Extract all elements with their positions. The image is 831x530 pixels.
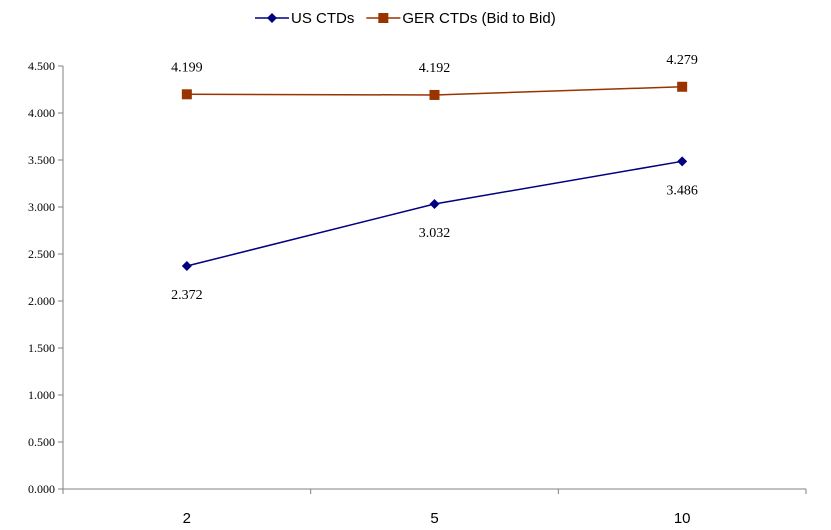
y-tick-label: 1.500 bbox=[28, 341, 55, 355]
legend: US CTDs GER CTDs (Bid to Bid) bbox=[255, 10, 556, 27]
series-layer: 2.372 3.032 3.486 4.199 4.192 4.279 bbox=[171, 53, 698, 303]
legend-marker bbox=[378, 13, 389, 23]
y-tick-label: 1.000 bbox=[28, 388, 55, 402]
data-label: 2.372 bbox=[171, 288, 203, 303]
legend-marker bbox=[267, 13, 277, 23]
series-1: 2.372 3.032 3.486 bbox=[171, 156, 698, 303]
data-point bbox=[677, 81, 688, 92]
y-tick-label: 4.000 bbox=[28, 106, 55, 120]
data-label: 4.192 bbox=[419, 61, 451, 76]
data-point bbox=[181, 89, 192, 100]
legend-label: GER CTDs (Bid to Bid) bbox=[402, 10, 555, 27]
data-label: 4.279 bbox=[666, 53, 698, 68]
legend-item-1: US CTDs bbox=[255, 10, 354, 27]
y-tick-label: 3.500 bbox=[28, 153, 55, 167]
data-label: 4.199 bbox=[171, 60, 203, 75]
x-tick-label: 2 bbox=[183, 510, 191, 527]
data-point bbox=[677, 156, 688, 167]
data-point bbox=[429, 198, 440, 209]
axes: 0.000 0.500 1.000 1.500 2.000 2.500 3.000 3.500… bbox=[28, 59, 807, 527]
series-line bbox=[186, 160, 683, 267]
x-tick-label: 10 bbox=[674, 510, 691, 527]
y-tick-label: 4.500 bbox=[28, 59, 55, 73]
legend-label: US CTDs bbox=[291, 10, 354, 27]
x-tick-label: 5 bbox=[430, 510, 438, 527]
series-2: 4.199 4.192 4.279 bbox=[171, 53, 698, 100]
y-tick-label: 0.500 bbox=[28, 435, 55, 449]
data-label: 3.032 bbox=[419, 226, 451, 241]
legend-item-2: GER CTDs (Bid to Bid) bbox=[366, 10, 556, 27]
data-point bbox=[181, 261, 192, 272]
y-tick-label: 2.000 bbox=[28, 294, 55, 308]
data-label: 3.486 bbox=[666, 183, 698, 198]
y-tick-label: 3.000 bbox=[28, 200, 55, 214]
y-tick-label: 0.000 bbox=[28, 482, 55, 496]
data-point bbox=[429, 89, 440, 100]
y-tick-label: 2.500 bbox=[28, 247, 55, 261]
